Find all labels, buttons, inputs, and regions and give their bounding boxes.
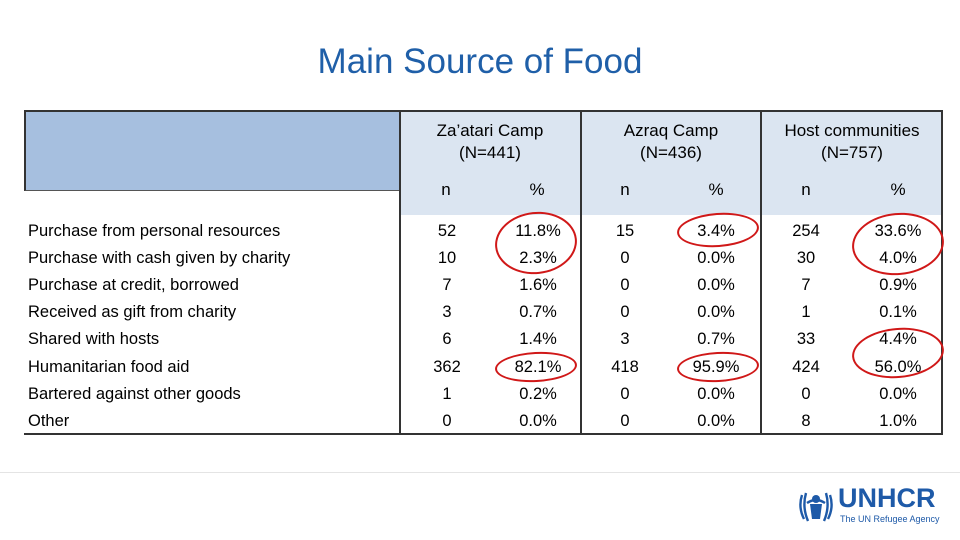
header-row-label-cell — [24, 110, 400, 191]
footer-divider — [0, 472, 960, 473]
cell-count: 1 — [801, 303, 811, 322]
cell-count: 52 — [437, 222, 457, 240]
column-rule — [941, 110, 943, 435]
logo-tagline: The UN Refugee Agency — [840, 514, 940, 524]
column-rule — [399, 110, 401, 435]
unhcr-logo: UNHCR The UN Refugee Agency — [796, 483, 946, 527]
unhcr-emblem-icon — [799, 492, 833, 522]
table-row: Shared with hosts 6 1.4% 3 0.7% 33 4.4% — [24, 326, 942, 353]
column-header-azraq: Azraq Camp (N=436) — [582, 110, 760, 165]
row-label: Shared with hosts — [28, 330, 160, 349]
cell-percent: 11.8% — [515, 222, 561, 240]
cell-count: 1 — [442, 384, 452, 403]
column-rule — [760, 110, 762, 435]
column-header-count: (N=436) — [640, 143, 702, 162]
table-row: Purchase with cash given by charity 10 2.3… — [24, 245, 942, 272]
cell-count: 33 — [796, 330, 816, 349]
cell-percent: 56.0% — [874, 357, 922, 376]
row-label: Purchase with cash given by charity — [28, 249, 291, 268]
cell-count: 6 — [442, 330, 452, 349]
table-row: Other 0 0.0% 0 0.0% 8 1.0% — [24, 408, 942, 435]
cell-percent: 2.3% — [519, 249, 557, 268]
cell-percent: 0.2% — [519, 384, 557, 403]
cell-percent: 0.0% — [697, 384, 735, 403]
cell-count: 254 — [792, 222, 820, 240]
column-header-name: Host communities — [784, 121, 920, 140]
cell-percent: 0.0% — [697, 249, 735, 268]
cell-percent: 4.0% — [879, 249, 917, 268]
cell-percent: 0.9% — [879, 276, 917, 295]
cell-count: 7 — [801, 276, 811, 295]
cell-count: 362 — [433, 357, 461, 376]
cell-percent: 0.1% — [879, 303, 917, 322]
cell-count: 3 — [442, 303, 452, 322]
cell-count: 0 — [620, 384, 630, 403]
cell-count: 0 — [620, 303, 630, 322]
column-header-name: Azraq Camp — [623, 121, 719, 140]
cell-count: 424 — [792, 357, 820, 376]
column-rule — [580, 110, 582, 435]
column-header-host: Host communities (N=757) — [762, 110, 942, 165]
cell-count: 3 — [620, 330, 630, 349]
subheader-pct: % — [708, 180, 724, 199]
column-header-count: (N=441) — [459, 143, 521, 162]
row-label: Bartered against other goods — [28, 384, 241, 403]
cell-count: 0 — [620, 411, 630, 430]
cell-percent: 0.0% — [697, 276, 735, 295]
table-row: Purchase from personal resources 52 11.8% 1… — [24, 218, 942, 245]
subheader-n: n — [620, 180, 630, 199]
cell-count: 0 — [620, 249, 630, 268]
table-row: Purchase at credit, borrowed 7 1.6% 0 0.0% 7 0… — [24, 272, 942, 299]
cell-percent: 1.0% — [879, 411, 917, 430]
subheader-host: n % — [762, 165, 942, 215]
cell-count: 418 — [611, 357, 639, 376]
subheader-n: n — [801, 180, 811, 199]
cell-percent: 1.4% — [519, 330, 557, 349]
table-bottom-rule — [24, 433, 943, 435]
cell-count: 10 — [437, 249, 457, 268]
cell-count: 0 — [801, 384, 811, 403]
cell-count: 7 — [442, 276, 452, 295]
table-row: Bartered against other goods 1 0.2% 0 0.0% 0 0… — [24, 381, 942, 408]
cell-percent: 1.6% — [519, 276, 557, 295]
cell-percent: 0.0% — [879, 384, 917, 403]
subheader-pct: % — [890, 180, 906, 199]
table-row: Humanitarian food aid 362 82.1% 418 95.9% 424… — [24, 354, 942, 381]
subheader-zaatari: n % — [400, 165, 580, 215]
cell-count: 30 — [796, 249, 816, 268]
cell-count: 15 — [615, 222, 635, 240]
column-header-zaatari: Za’atari Camp (N=441) — [400, 110, 580, 165]
cell-percent: 0.7% — [697, 330, 735, 349]
cell-percent: 0.7% — [519, 303, 557, 322]
row-label: Received as gift from charity — [28, 303, 237, 322]
cell-count: 0 — [620, 276, 630, 295]
row-label: Other — [28, 411, 70, 430]
cell-percent: 3.4% — [697, 222, 735, 240]
cell-percent: 82.1% — [514, 357, 562, 376]
cell-count: 0 — [442, 411, 452, 430]
subheader-n: n — [441, 180, 451, 199]
cell-percent: 0.0% — [697, 303, 735, 322]
column-header-count: (N=757) — [821, 143, 883, 162]
column-header-name: Za’atari Camp — [436, 121, 544, 140]
row-label: Humanitarian food aid — [28, 357, 190, 376]
logo-wordmark: UNHCR — [838, 483, 936, 513]
subheader-pct: % — [529, 180, 545, 199]
cell-percent: 0.0% — [697, 411, 735, 430]
row-label: Purchase at credit, borrowed — [28, 276, 239, 295]
cell-percent: 95.9% — [692, 357, 740, 376]
cell-percent: 4.4% — [879, 330, 917, 349]
cell-percent: 0.0% — [519, 411, 557, 430]
cell-count: 8 — [801, 411, 811, 430]
slide-title: Main Source of Food — [317, 42, 643, 81]
table-row: Received as gift from charity 3 0.7% 0 0.0% 1… — [24, 299, 942, 326]
subheader-azraq: n % — [582, 165, 760, 215]
row-label: Purchase from personal resources — [28, 222, 281, 240]
cell-percent: 33.6% — [874, 222, 922, 240]
